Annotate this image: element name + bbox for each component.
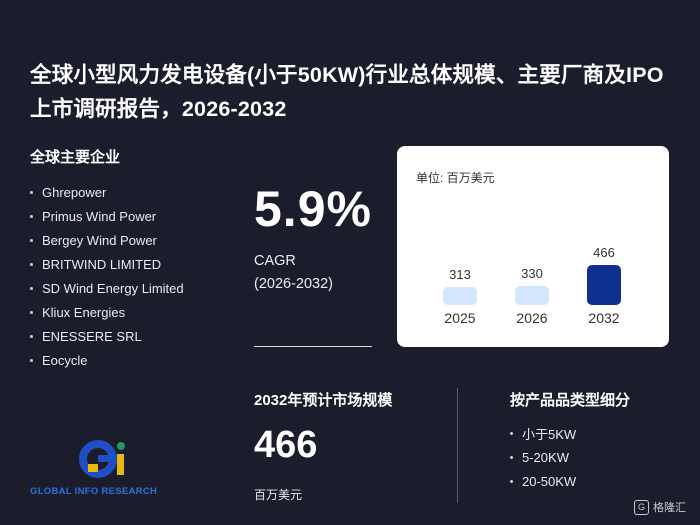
vendor-item: Eocycle [30, 348, 184, 372]
segment-list: 小于5KW 5-20KW 20-50KW [510, 421, 576, 493]
bullet-icon [510, 431, 513, 435]
segments-title: 按产品品类型细分 [510, 392, 631, 409]
vendor-item: Ghrepower [30, 180, 184, 204]
vendors-title: 全球主要企业 [30, 149, 121, 166]
bullet-icon [30, 286, 33, 290]
bullet-icon [30, 358, 33, 362]
report-title: 全球小型风力发电设备(小于50KW)行业总体规模、主要厂商及IPO上市调研报告，… [30, 63, 664, 121]
watermark-text: 格隆汇 [653, 502, 686, 514]
bullet-icon [30, 190, 33, 194]
cagr-label: CAGR (2026-2032) [254, 250, 333, 296]
market-size-unit: 百万美元 [254, 488, 303, 502]
gi-logo-icon [79, 440, 125, 478]
logo-text: GLOBAL INFO RESEARCH [30, 486, 158, 497]
cagr-period: (2026-2032) [254, 276, 333, 292]
bullet-icon [30, 262, 33, 266]
market-size-title: 2032年预计市场规模 [254, 392, 393, 409]
bar-2026 [515, 286, 549, 305]
bar-chart: 313 2025 330 2026 466 2032 [443, 245, 621, 326]
category-label-2025: 2025 [444, 310, 475, 326]
market-size-value: 466 [254, 424, 318, 466]
cagr-value: 5.9% [254, 181, 372, 237]
value-label-2025: 313 [449, 267, 471, 282]
segment-item: 小于5KW [510, 421, 576, 445]
value-label-2032: 466 [593, 245, 615, 260]
vertical-divider [457, 388, 458, 503]
vendor-item: ENESSERE SRL [30, 324, 184, 348]
bar-2032 [587, 265, 621, 305]
chart-card: 单位: 百万美元 313 2025 330 2026 466 2032 [397, 146, 669, 347]
watermark: G 格隆汇 [634, 499, 686, 515]
bullet-icon [30, 214, 33, 218]
segment-item: 5-20KW [510, 445, 576, 469]
category-label-2032: 2032 [588, 310, 619, 326]
bar-2025 [443, 287, 477, 305]
segment-item: 20-50KW [510, 469, 576, 493]
bullet-icon [510, 455, 513, 459]
vendor-item: BRITWIND LIMITED [30, 252, 184, 276]
bullet-icon [30, 310, 33, 314]
bullet-icon [30, 334, 33, 338]
vendor-item: Primus Wind Power [30, 204, 184, 228]
vendor-item: Kliux Energies [30, 300, 184, 324]
gelonghui-icon: G [634, 499, 649, 515]
value-label-2026: 330 [521, 266, 543, 281]
divider [254, 346, 372, 347]
vendor-item: Bergey Wind Power [30, 228, 184, 252]
cagr-text: CAGR [254, 253, 296, 269]
vendor-item: SD Wind Energy Limited [30, 276, 184, 300]
vendor-list: Ghrepower Primus Wind Power Bergey Wind … [30, 180, 184, 372]
bullet-icon [510, 479, 513, 483]
category-label-2026: 2026 [516, 310, 547, 326]
bullet-icon [30, 238, 33, 242]
chart-unit-label: 单位: 百万美元 [416, 171, 495, 185]
